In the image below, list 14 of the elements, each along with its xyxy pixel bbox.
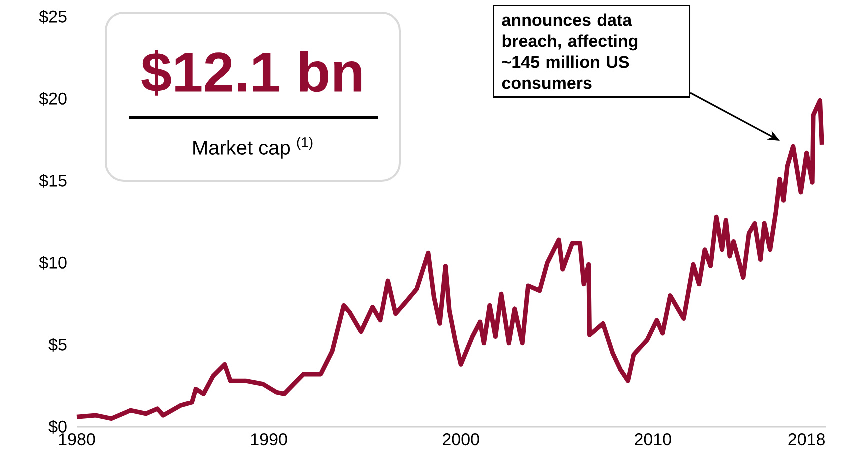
y-tick-label: $15 bbox=[39, 174, 67, 188]
x-tick-label: 1990 bbox=[251, 434, 288, 446]
x-tick-label: 1980 bbox=[59, 434, 96, 446]
y-tick-label: $20 bbox=[39, 92, 67, 106]
x-tick-label: 2018 bbox=[788, 434, 825, 446]
x-tick-label: 2010 bbox=[635, 434, 672, 446]
annotation: $12.1 bn bbox=[142, 50, 362, 96]
annotation: Market cap $^{(1)}$ bbox=[194, 137, 313, 159]
y-tick-label: $10 bbox=[39, 256, 67, 270]
y-tick-label: $0 bbox=[48, 420, 67, 434]
y-tick-label: $5 bbox=[48, 338, 67, 352]
x-tick-label: 2000 bbox=[443, 434, 480, 446]
annotation: announces data breach, affecting ~145 million US consumers bbox=[502, 14, 638, 90]
y-tick-label: $25 bbox=[39, 10, 67, 24]
